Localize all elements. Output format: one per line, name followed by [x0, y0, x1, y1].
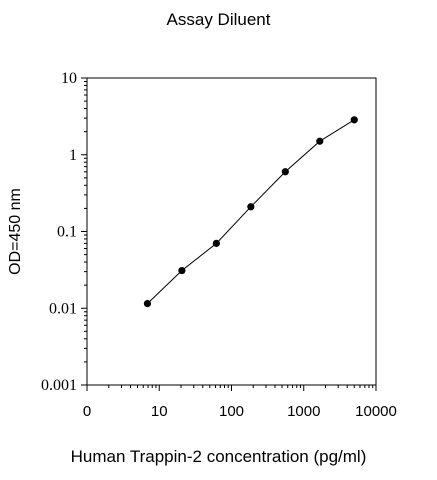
x-tick-label: 10 [151, 403, 168, 420]
x-tick-label: 1000 [287, 403, 320, 420]
plot-frame [86, 77, 377, 386]
x-tick-label: 0 [83, 403, 91, 420]
data-point [350, 116, 358, 124]
y-tick-label: 1 [69, 147, 77, 164]
y-tick-label: 0.001 [41, 377, 77, 394]
y-axis-label: OD=450 nm [7, 188, 24, 275]
chart-title: Assay Diluent [166, 10, 271, 29]
data-point [143, 299, 152, 308]
y-tick-label: 10 [61, 70, 77, 87]
y-tick-label: 0.01 [49, 300, 77, 317]
data-point [316, 137, 324, 145]
series-layer [143, 116, 358, 308]
series-line [147, 119, 355, 304]
data-point [178, 266, 186, 275]
y-tick-label: 0.1 [57, 224, 77, 241]
data-point [281, 168, 289, 176]
x-axis-label: Human Trappin-2 concentration (pg/ml) [70, 447, 367, 466]
x-tick-label: 10000 [355, 403, 397, 420]
data-point [247, 203, 255, 211]
y-axis: 10 1 0.1 0.01 0.001 [41, 70, 87, 394]
x-axis: 0 10 100 1000 10000 [83, 385, 397, 420]
data-point [212, 239, 220, 247]
x-tick-label: 100 [219, 403, 244, 420]
